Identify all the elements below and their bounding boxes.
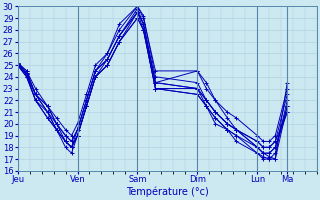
X-axis label: Température (°c): Température (°c) [126,187,209,197]
